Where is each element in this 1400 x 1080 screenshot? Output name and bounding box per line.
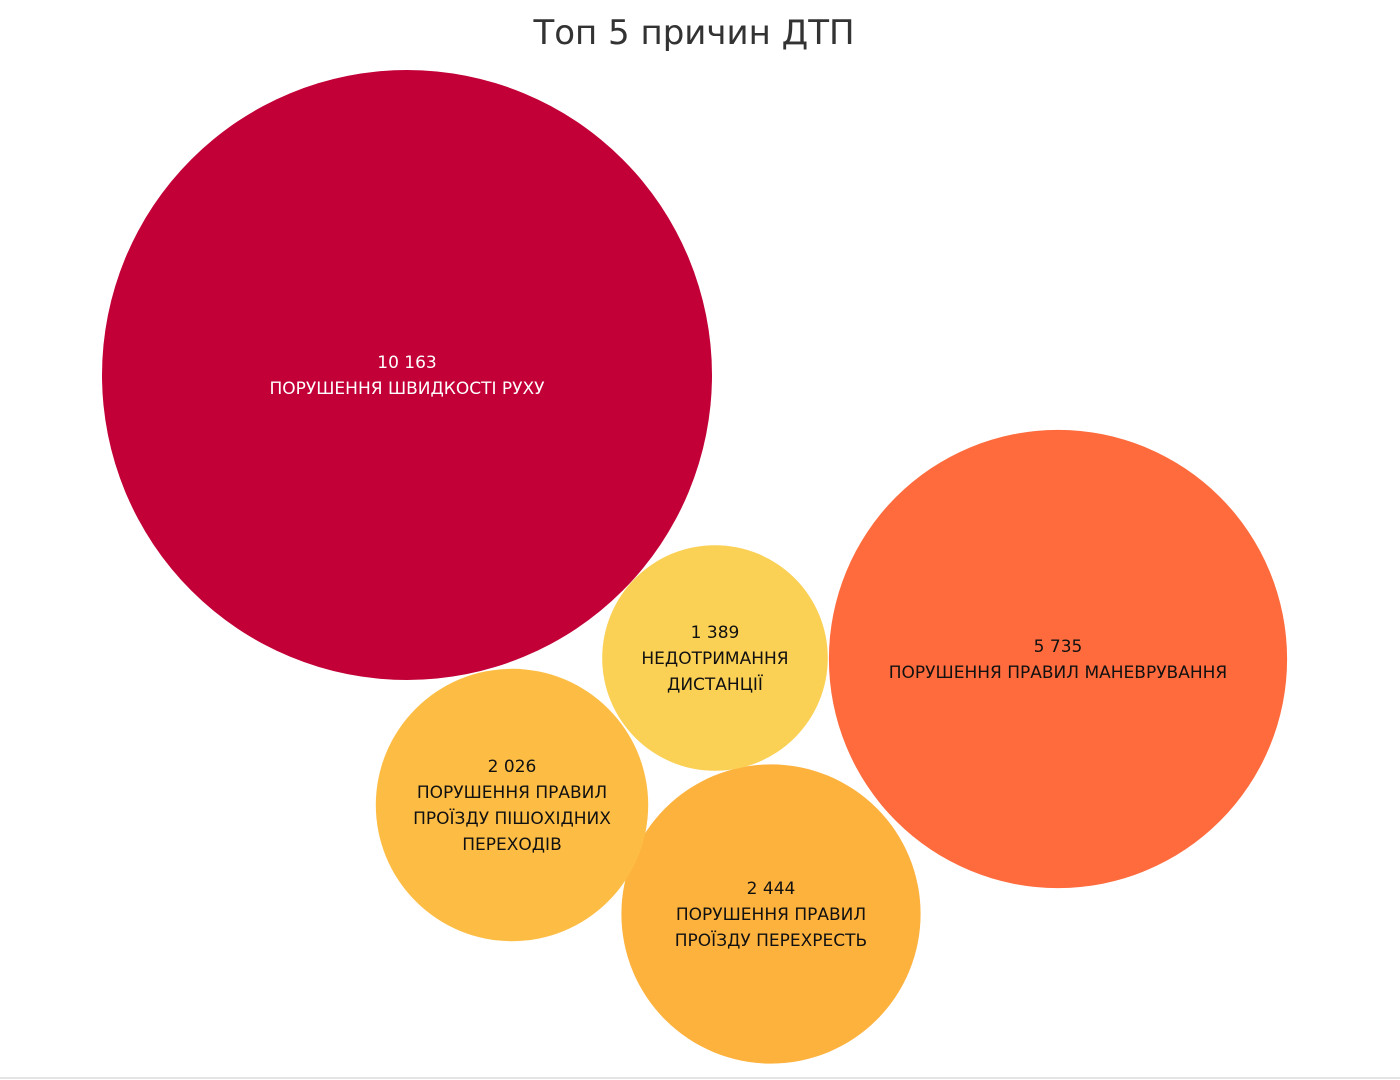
bubble-value-label: 10 163 [377, 353, 436, 373]
bubbles-group: 10 163 ПОРУШЕННЯ ШВИДКОСТІ РУХУ 5 735 ПОРУШ… [102, 70, 1288, 1064]
bubble-3: 2 444 ПОРУШЕННЯ ПРАВИЛ ПРОЇЗДУ ПЕРЕХРЕСТЬ [621, 764, 921, 1064]
bubble-circle [621, 764, 921, 1064]
bubble-circle [102, 70, 712, 680]
bubble-value-label: 5 735 [1034, 637, 1083, 657]
bubble-category-label: ПРОЇЗДУ ПІШОХІДНИХ [413, 808, 611, 829]
bubble-4: 2 026 ПОРУШЕННЯ ПРАВИЛ ПРОЇЗДУ ПІШОХІДНИХ П… [375, 668, 649, 942]
bubble-circle [375, 668, 649, 942]
bubble-circle [828, 429, 1288, 889]
bubble-category-label: НЕДОТРИМАННЯ [641, 649, 788, 669]
bubble-5: 1 389 НЕДОТРИМАННЯ ДИСТАНЦІЇ [602, 545, 828, 771]
bubble-value-label: 2 026 [488, 757, 537, 777]
bubble-category-label: ПОРУШЕННЯ ПРАВИЛ [417, 783, 607, 803]
bubble-1: 10 163 ПОРУШЕННЯ ШВИДКОСТІ РУХУ [102, 70, 712, 680]
bubble-category-label: ПЕРЕХОДІВ [462, 835, 562, 855]
bubble-category-label: ПРОЇЗДУ ПЕРЕХРЕСТЬ [675, 930, 867, 951]
bubble-category-label: ПОРУШЕННЯ ПРАВИЛ [676, 905, 866, 925]
bubble-value-label: 2 444 [747, 879, 796, 899]
bubble-2: 5 735 ПОРУШЕННЯ ПРАВИЛ МАНЕВРУВАННЯ [828, 429, 1288, 889]
bottom-divider [0, 1077, 1400, 1079]
bubble-circle [602, 545, 828, 771]
chart-title: Топ 5 причин ДТП [532, 13, 854, 53]
bubble-category-label: ПОРУШЕННЯ ШВИДКОСТІ РУХУ [269, 379, 545, 399]
bubble-value-label: 1 389 [691, 623, 740, 643]
bubble-category-label: ДИСТАНЦІЇ [667, 674, 763, 695]
bubble-category-label: ПОРУШЕННЯ ПРАВИЛ МАНЕВРУВАННЯ [889, 663, 1227, 683]
